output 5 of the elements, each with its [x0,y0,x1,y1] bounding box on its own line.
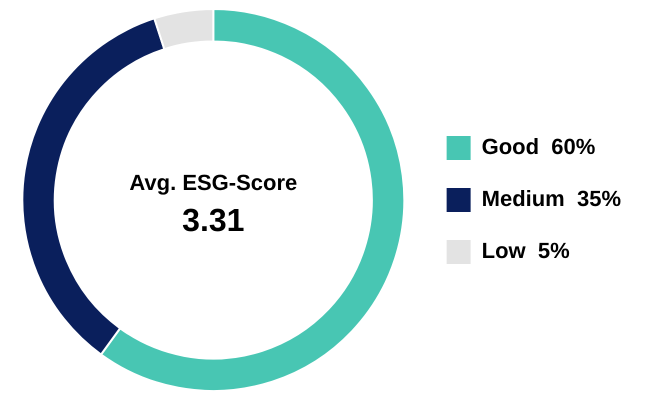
legend-label: Medium 35% [482,186,622,212]
text: 3.31 [182,202,244,238]
text: Avg. ESG-Score [129,170,298,196]
legend-label: Good 60% [482,134,596,160]
legend-label: Low 5% [482,238,570,264]
